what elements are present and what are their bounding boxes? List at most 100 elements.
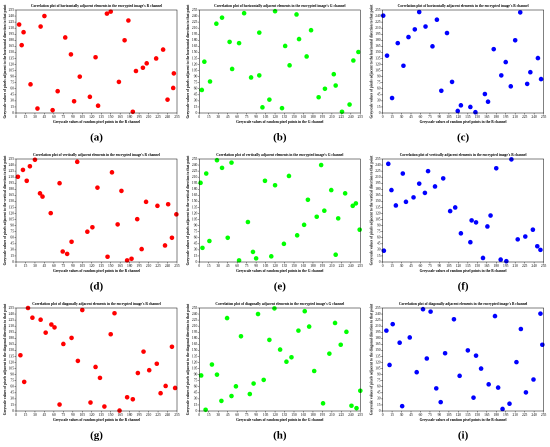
x-tick-label: 225 xyxy=(522,115,528,119)
point xyxy=(400,171,406,176)
x-tick-label: 0 xyxy=(382,413,384,417)
x-axis-label: Greyscale values of random pixel points … xyxy=(236,269,323,273)
point xyxy=(40,194,45,199)
y-tick-label: 45 xyxy=(377,93,381,97)
x-tick-label: 0 xyxy=(15,115,17,119)
chart-panel: Correlation plot of diagonally adjacent … xyxy=(3,302,180,442)
y-tick-label: 240 xyxy=(9,14,15,18)
x-tick-label: 255 xyxy=(541,115,547,119)
y-tick-label: 225 xyxy=(375,318,381,322)
chart-panel: Correlation plot of horizontally adjacen… xyxy=(3,4,180,144)
point xyxy=(141,349,146,354)
x-tick-label: 180 xyxy=(127,264,133,268)
point xyxy=(124,394,130,400)
y-tick-label: 135 xyxy=(192,205,198,209)
point xyxy=(207,79,213,84)
x-tick-label: 255 xyxy=(358,413,364,417)
y-tick-label: 240 xyxy=(9,163,15,167)
y-tick-label: 45 xyxy=(194,93,198,97)
x-tick-label: 255 xyxy=(541,264,547,268)
chart-title: Correlation plot of diagonally adjacent … xyxy=(399,302,527,306)
point xyxy=(306,324,312,329)
y-tick-label: 0 xyxy=(379,260,381,264)
x-tick-label: 30 xyxy=(400,413,404,417)
x-tick-label: 210 xyxy=(146,264,152,268)
x-tick-label: 15 xyxy=(24,264,28,268)
x-tick-label: 195 xyxy=(320,264,326,268)
point xyxy=(389,187,394,193)
y-tick-label: 150 xyxy=(9,348,15,352)
point xyxy=(468,239,473,245)
point xyxy=(344,329,349,335)
point xyxy=(455,108,461,114)
point xyxy=(342,191,348,196)
x-tick-label: 225 xyxy=(522,413,528,417)
point xyxy=(27,163,33,169)
point xyxy=(90,224,95,230)
x-tick-label: 135 xyxy=(99,264,105,268)
y-tick-label: 60 xyxy=(10,385,14,389)
point xyxy=(28,82,33,87)
x-tick-label: 120 xyxy=(272,413,278,417)
y-tick-label: 120 xyxy=(9,211,15,215)
y-tick-label: 15 xyxy=(377,254,381,258)
x-tick-label: 15 xyxy=(390,115,394,119)
x-tick-label: 240 xyxy=(348,115,354,119)
x-tick-label: 0 xyxy=(198,115,200,119)
point xyxy=(335,216,341,221)
x-tick-label: 45 xyxy=(226,413,230,417)
y-tick-label: 120 xyxy=(9,360,15,364)
x-tick-label: 120 xyxy=(456,413,462,417)
point xyxy=(253,256,259,261)
x-tick-label: 120 xyxy=(89,413,95,417)
x-tick-label: 210 xyxy=(146,413,152,417)
point xyxy=(384,53,390,58)
point xyxy=(488,213,493,218)
point xyxy=(75,358,81,364)
y-tick-label: 225 xyxy=(192,318,198,322)
point xyxy=(531,377,536,382)
x-tick-label: 180 xyxy=(310,264,316,268)
x-tick-label: 150 xyxy=(475,264,481,268)
point xyxy=(42,13,47,19)
x-tick-label: 255 xyxy=(358,264,364,268)
chart-panel: Correlation plot of horizontally adjacen… xyxy=(186,4,363,144)
y-tick-label: 135 xyxy=(192,354,198,358)
x-tick-label: 210 xyxy=(146,115,152,119)
point xyxy=(515,237,521,242)
point xyxy=(256,73,262,78)
point xyxy=(397,340,402,346)
y-tick-label: 15 xyxy=(10,403,14,407)
point xyxy=(430,44,435,49)
y-tick-label: 90 xyxy=(377,372,381,376)
y-tick-label: 15 xyxy=(377,105,381,109)
x-tick-label: 15 xyxy=(24,115,28,119)
x-tick-label: 105 xyxy=(263,264,269,268)
x-tick-label: 225 xyxy=(339,413,345,417)
y-tick-label: 60 xyxy=(377,87,381,91)
x-tick-label: 45 xyxy=(409,115,413,119)
x-tick-label: 45 xyxy=(226,115,230,119)
x-tick-label: 120 xyxy=(456,115,462,119)
chart-title: Correlation plot of horizontally adjacen… xyxy=(398,4,529,8)
y-tick-label: 255 xyxy=(375,306,381,310)
point xyxy=(108,9,114,14)
point xyxy=(480,255,486,261)
y-tick-label: 165 xyxy=(9,44,15,48)
point xyxy=(304,54,309,59)
x-tick-label: 30 xyxy=(400,264,404,268)
point xyxy=(528,69,533,75)
x-tick-label: 240 xyxy=(348,264,354,268)
x-tick-label: 135 xyxy=(99,413,105,417)
x-tick-label: 135 xyxy=(282,264,288,268)
point xyxy=(162,243,168,248)
point xyxy=(60,249,66,254)
point xyxy=(71,98,77,104)
y-tick-label: 120 xyxy=(192,62,198,66)
plot-frame xyxy=(199,307,361,412)
point xyxy=(328,187,334,193)
x-tick-label: 45 xyxy=(409,264,413,268)
point xyxy=(163,383,168,389)
x-tick-label: 30 xyxy=(216,264,220,268)
y-tick-label: 150 xyxy=(192,50,198,54)
